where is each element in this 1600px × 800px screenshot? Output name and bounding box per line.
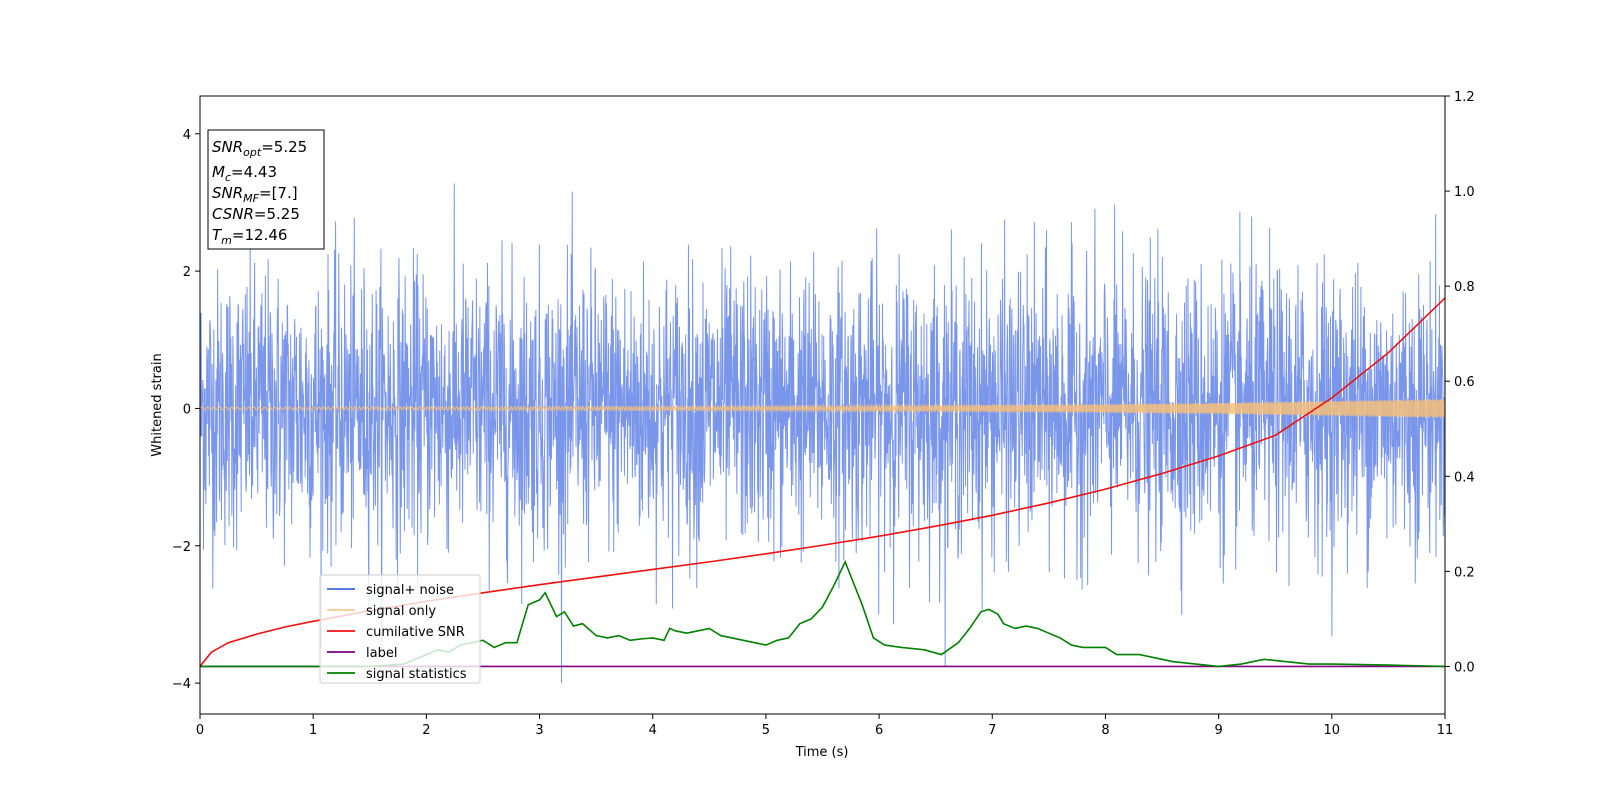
legend-entry: signal only — [366, 604, 436, 619]
y-tick-label-right: 0.4 — [1454, 470, 1475, 485]
annotation-line: Mc=4.43 — [212, 163, 277, 184]
series-signal-statistics — [200, 559, 1445, 668]
x-axis-label: Time (s) — [795, 745, 849, 760]
annotation-line: Tm=12.46 — [212, 226, 287, 247]
legend-entry: label — [366, 646, 397, 661]
y-tick-label-right: 0.8 — [1454, 280, 1475, 295]
y-tick-label-left: −4 — [172, 677, 191, 692]
x-tick-label: 1 — [309, 723, 317, 738]
y-tick-label-right: 0.0 — [1454, 660, 1475, 675]
legend-frame — [319, 574, 481, 684]
x-tick-label: 11 — [1437, 723, 1454, 738]
x-tick-label: 8 — [1101, 723, 1109, 738]
annotation-line: SNRMF=[7.] — [212, 184, 298, 205]
annotation-line: SNRopt=5.25 — [212, 138, 307, 159]
y-tick-label-right: 1.0 — [1454, 185, 1475, 200]
x-tick-label: 5 — [762, 723, 770, 738]
y-tick-label-right: 0.2 — [1454, 565, 1475, 580]
series-signal-noise — [200, 183, 1445, 684]
x-tick-label: 4 — [649, 723, 657, 738]
legend-entry: signal statistics — [366, 667, 467, 682]
x-tick-label: 3 — [535, 723, 543, 738]
legend: signal+ noise signal only cumilative SNR la… — [319, 574, 481, 684]
series-signal-only — [200, 398, 1445, 418]
x-tick-label: 2 — [422, 723, 430, 738]
y-tick-label-left: −2 — [172, 540, 191, 555]
series-cumulative-snr — [200, 297, 1445, 667]
plot-frame — [199, 95, 1446, 715]
y-tick-label-left: 0 — [183, 402, 191, 417]
y-tick-label-right: 1.2 — [1454, 90, 1475, 105]
y-tick-label-left: 4 — [183, 128, 191, 143]
x-tick-label: 9 — [1214, 723, 1222, 738]
x-tick-label: 10 — [1324, 723, 1341, 738]
x-tick-label: 0 — [196, 723, 204, 738]
x-tick-label: 6 — [875, 723, 883, 738]
annotation-line: CSNR=5.25 — [212, 205, 300, 223]
y-tick-label-left: 2 — [183, 265, 191, 280]
ticks: 0 1 2 3 4 5 6 7 8 9 10 11 −4 −2 0 2 4 0.0 0.2 0.4 0.6 0.8 1.0 1… — [172, 90, 1475, 738]
y-tick-label-right: 0.6 — [1454, 375, 1475, 390]
x-tick-label: 7 — [988, 723, 996, 738]
legend-entry: cumilative SNR — [366, 625, 465, 640]
annotation-frame — [207, 129, 325, 250]
legend-entry: signal+ noise — [366, 583, 454, 598]
y-axis-label: Whitened strain — [150, 353, 165, 456]
